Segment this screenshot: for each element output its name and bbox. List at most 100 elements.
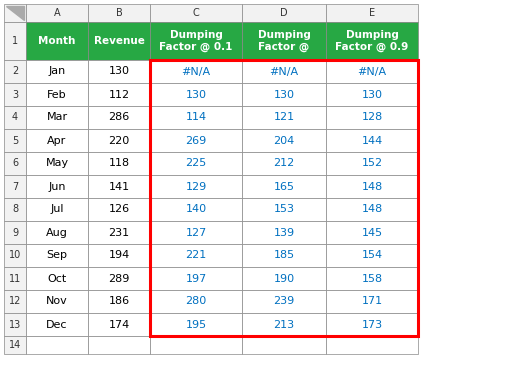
Bar: [26, 244, 88, 267]
Bar: [88, 22, 150, 60]
Bar: [4, 244, 26, 267]
Text: 13: 13: [9, 320, 21, 330]
Text: 6: 6: [12, 158, 18, 168]
Text: 141: 141: [109, 182, 130, 192]
Text: 220: 220: [109, 135, 130, 145]
Bar: [242, 336, 326, 354]
Bar: [26, 175, 88, 198]
Bar: [326, 313, 418, 336]
Bar: [150, 60, 418, 336]
Text: Dumping
Factor @: Dumping Factor @: [258, 30, 310, 52]
Text: B: B: [116, 8, 122, 18]
Bar: [88, 175, 150, 198]
Text: 126: 126: [109, 205, 130, 215]
Bar: [326, 175, 418, 198]
Text: 289: 289: [109, 273, 130, 283]
Text: 269: 269: [185, 135, 207, 145]
Text: 165: 165: [273, 182, 294, 192]
Bar: [26, 336, 88, 354]
Bar: [26, 83, 88, 106]
Bar: [88, 221, 150, 244]
Text: 128: 128: [361, 112, 382, 122]
Text: 8: 8: [12, 205, 18, 215]
Bar: [326, 106, 418, 129]
Text: 11: 11: [9, 273, 21, 283]
Bar: [242, 244, 326, 267]
Text: 186: 186: [109, 296, 130, 306]
Bar: [88, 60, 150, 83]
Text: 185: 185: [273, 250, 294, 260]
Bar: [150, 129, 242, 152]
Bar: [242, 22, 326, 60]
Bar: [88, 4, 150, 22]
Text: 153: 153: [273, 205, 294, 215]
Bar: [150, 267, 242, 290]
Bar: [326, 221, 418, 244]
Text: Mar: Mar: [47, 112, 68, 122]
Text: #N/A: #N/A: [181, 67, 210, 77]
Bar: [4, 290, 26, 313]
Text: 174: 174: [109, 320, 130, 330]
Text: Oct: Oct: [48, 273, 67, 283]
Text: 221: 221: [185, 250, 207, 260]
Bar: [150, 152, 242, 175]
Text: 7: 7: [12, 182, 18, 192]
Text: 212: 212: [273, 158, 294, 168]
Bar: [26, 60, 88, 83]
Text: 197: 197: [185, 273, 207, 283]
Text: #N/A: #N/A: [269, 67, 298, 77]
Bar: [326, 129, 418, 152]
Bar: [26, 290, 88, 313]
Text: May: May: [46, 158, 69, 168]
Bar: [326, 198, 418, 221]
Bar: [326, 152, 418, 175]
Text: 130: 130: [361, 90, 382, 100]
Text: 114: 114: [185, 112, 206, 122]
Text: Dumping
Factor @ 0.9: Dumping Factor @ 0.9: [335, 30, 409, 52]
Text: 130: 130: [109, 67, 130, 77]
Bar: [88, 267, 150, 290]
Text: 129: 129: [185, 182, 207, 192]
Bar: [26, 267, 88, 290]
Text: D: D: [280, 8, 288, 18]
Text: 286: 286: [109, 112, 130, 122]
Bar: [242, 198, 326, 221]
Bar: [4, 60, 26, 83]
Bar: [242, 267, 326, 290]
Bar: [242, 4, 326, 22]
Bar: [326, 60, 418, 83]
Bar: [88, 313, 150, 336]
Bar: [150, 175, 242, 198]
Text: Month: Month: [38, 36, 76, 46]
Text: 10: 10: [9, 250, 21, 260]
Bar: [150, 22, 242, 60]
Bar: [150, 198, 242, 221]
Text: Sep: Sep: [47, 250, 68, 260]
Text: 118: 118: [109, 158, 130, 168]
Bar: [26, 106, 88, 129]
Text: 144: 144: [361, 135, 382, 145]
Bar: [242, 152, 326, 175]
Text: 190: 190: [273, 273, 294, 283]
Bar: [326, 267, 418, 290]
Bar: [242, 60, 326, 83]
Text: 239: 239: [273, 296, 294, 306]
Text: 204: 204: [273, 135, 294, 145]
Bar: [242, 290, 326, 313]
Bar: [242, 83, 326, 106]
Text: Jan: Jan: [48, 67, 66, 77]
Bar: [242, 175, 326, 198]
Text: 127: 127: [185, 228, 207, 238]
Text: 231: 231: [109, 228, 130, 238]
Text: 194: 194: [109, 250, 130, 260]
Bar: [150, 290, 242, 313]
Bar: [88, 198, 150, 221]
Bar: [88, 129, 150, 152]
Bar: [4, 83, 26, 106]
Text: Apr: Apr: [48, 135, 67, 145]
Bar: [150, 60, 242, 83]
Bar: [326, 22, 418, 60]
Bar: [150, 313, 242, 336]
Text: 139: 139: [273, 228, 294, 238]
Bar: [26, 4, 88, 22]
